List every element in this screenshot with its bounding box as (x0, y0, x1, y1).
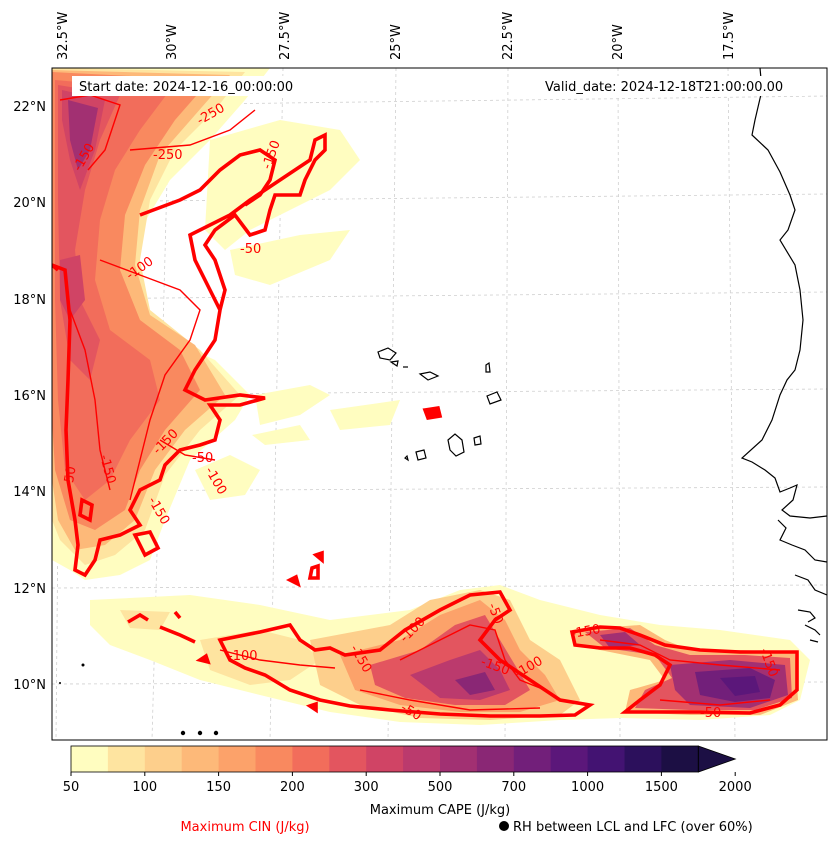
colorbar-tick-label: 150 (206, 780, 231, 795)
cin-label: -50 (700, 706, 721, 721)
lat-label: 14°N (13, 485, 46, 500)
colorbar-tick-label: 500 (428, 780, 453, 795)
lat-label: 20°N (13, 196, 46, 211)
colorbar-segment (329, 746, 367, 772)
start-date: Start date: 2024-12-16_00:00:00 (79, 80, 293, 95)
cin-contour-labels: -250 -150 -250 -150 -50 -100 -150 -50 -1… (61, 101, 780, 724)
colorbar-segment (661, 746, 699, 772)
cin-label: -50 (240, 242, 261, 257)
island-dot (59, 682, 61, 684)
colorbar-segment (71, 746, 109, 772)
cin-legend-label: Maximum CIN (J/kg) (180, 820, 309, 835)
colorbar-tick-label: 700 (501, 780, 526, 795)
lat-label: 12°N (13, 582, 46, 597)
colorbar-segment (218, 746, 257, 772)
cin-thick-contours (52, 132, 799, 718)
colorbar-segment (476, 746, 515, 772)
cape-colorbar (70, 745, 737, 773)
colorbar-segment (366, 746, 404, 772)
lat-label: 18°N (13, 293, 46, 308)
colorbar-segment (513, 746, 552, 772)
rh-legend-marker (499, 821, 509, 831)
lat-label: 10°N (13, 678, 46, 693)
latitude-labels: 22°N 20°N 18°N 16°N 14°N 12°N 10°N (13, 100, 46, 693)
cape-colorbar-ticks: 50 100 150 200 300 500 700 1000 1500 2000 (63, 772, 752, 795)
colorbar-segment (440, 746, 478, 772)
cin-thin-contours (59, 94, 781, 711)
colorbar-tick-label: 50 (63, 780, 80, 795)
colorbar-segment (292, 746, 330, 772)
valid-date-box (540, 76, 806, 96)
africa-coastline (740, 68, 827, 643)
colorbar-tick-label: 2000 (719, 780, 752, 795)
cin-label: -150 (570, 622, 602, 642)
colorbar-segment (624, 746, 662, 772)
colorbar-extension-arrow (697, 745, 737, 773)
start-date-box (72, 76, 315, 96)
cin-label: -100 (228, 649, 258, 664)
lon-label: 27.5°W (278, 12, 293, 60)
cape-western-band (52, 68, 400, 580)
lon-label: 20°W (611, 24, 626, 60)
lon-label: 17.5°W (722, 12, 737, 60)
colorbar-tick-label: 100 (132, 780, 157, 795)
rh-legend-label: RH between LCL and LFC (over 60%) (513, 820, 753, 835)
colorbar-segment (587, 746, 626, 772)
colorbar-outline (70, 745, 699, 773)
colorbar-tick-label: 300 (354, 780, 379, 795)
colorbar-label: Maximum CAPE (J/kg) (370, 803, 510, 818)
colorbar-tick-label: 200 (280, 780, 305, 795)
colorbar-segment (403, 746, 441, 772)
island-dot (81, 663, 85, 667)
lon-label: 25°W (389, 24, 404, 60)
valid-date: Valid_date: 2024-12-18T21:00:00.00 (545, 80, 783, 95)
colorbar-segment (550, 746, 589, 772)
lat-label: 16°N (13, 389, 46, 404)
lon-label: 22.5°W (501, 12, 516, 60)
colorbar-tick-label: 1500 (645, 780, 678, 795)
colorbar-segment (181, 746, 220, 772)
colorbar-tick-label: 1000 (571, 780, 604, 795)
cin-label: -50 (192, 451, 213, 466)
longitude-labels: 32.5°W 30°W 27.5°W 25°W 22.5°W 20°W 17.5… (56, 12, 737, 60)
lat-label: 22°N (13, 100, 46, 115)
lon-label: 32.5°W (56, 12, 71, 60)
cin-label: -50 (484, 601, 505, 626)
cape-verde-islands (377, 347, 502, 462)
colorbar-segment (144, 746, 183, 772)
map-frame (51, 67, 828, 741)
cin-label: -150 (96, 453, 118, 485)
cin-label: -50 (61, 465, 79, 489)
colorbar-segment (255, 746, 293, 772)
rh-markers (180, 730, 219, 736)
colorbar-segment (107, 746, 146, 772)
lon-label: 30°W (165, 24, 180, 60)
cin-label: -250 (153, 148, 183, 163)
